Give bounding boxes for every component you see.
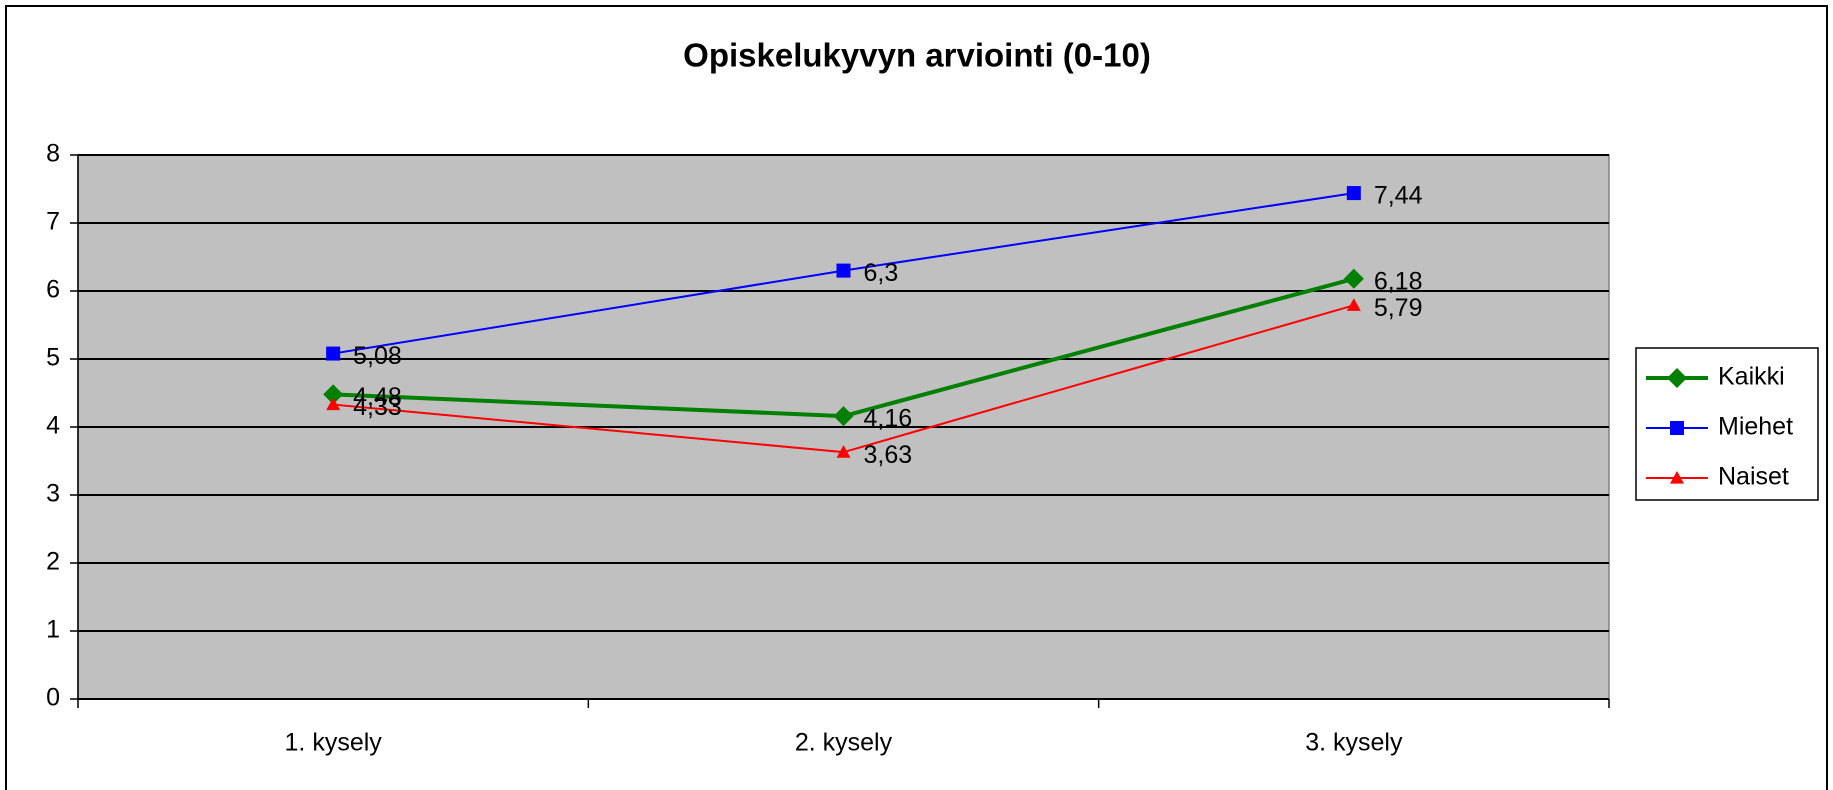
legend-label: Kaikki xyxy=(1718,363,1785,391)
data-label: 3,63 xyxy=(864,441,913,469)
data-point xyxy=(1346,298,1361,311)
legend-label: Naiset xyxy=(1718,463,1789,491)
data-point xyxy=(833,406,854,427)
data-label: 5,79 xyxy=(1374,294,1423,322)
y-tick-label: 1 xyxy=(46,616,60,644)
data-label: 5,08 xyxy=(353,342,402,370)
legend-marker xyxy=(1670,471,1684,484)
legend xyxy=(1635,347,1819,501)
data-label: 7,44 xyxy=(1374,182,1423,210)
x-tick-label: 1. kysely xyxy=(285,729,383,757)
y-tick-label: 8 xyxy=(46,140,60,168)
y-tick-label: 7 xyxy=(46,208,60,236)
data-point xyxy=(323,384,344,405)
y-tick-label: 4 xyxy=(46,412,60,440)
legend-marker xyxy=(1670,421,1684,435)
y-tick-label: 3 xyxy=(46,480,60,508)
data-point xyxy=(836,445,851,458)
data-point xyxy=(1346,186,1361,201)
data-point xyxy=(1343,268,1364,289)
data-label: 4,33 xyxy=(353,393,402,421)
y-tick-label: 6 xyxy=(46,276,60,304)
legend-marker xyxy=(1667,368,1687,388)
y-tick-label: 5 xyxy=(46,344,60,372)
legend-label: Miehet xyxy=(1718,413,1793,441)
data-label: 4,16 xyxy=(864,405,913,433)
data-point xyxy=(836,263,851,278)
y-tick-label: 0 xyxy=(46,684,60,712)
data-point xyxy=(326,346,341,361)
data-point xyxy=(326,397,341,411)
x-tick-label: 3. kysely xyxy=(1305,729,1403,757)
chart-title: Opiskelukyvyn arviointi (0-10) xyxy=(683,37,1151,74)
x-tick-label: 2. kysely xyxy=(795,729,893,757)
data-label: 6,3 xyxy=(864,259,899,287)
data-label: 4,48 xyxy=(353,383,402,411)
y-tick-label: 2 xyxy=(46,548,60,576)
data-label: 6,18 xyxy=(1374,267,1423,295)
